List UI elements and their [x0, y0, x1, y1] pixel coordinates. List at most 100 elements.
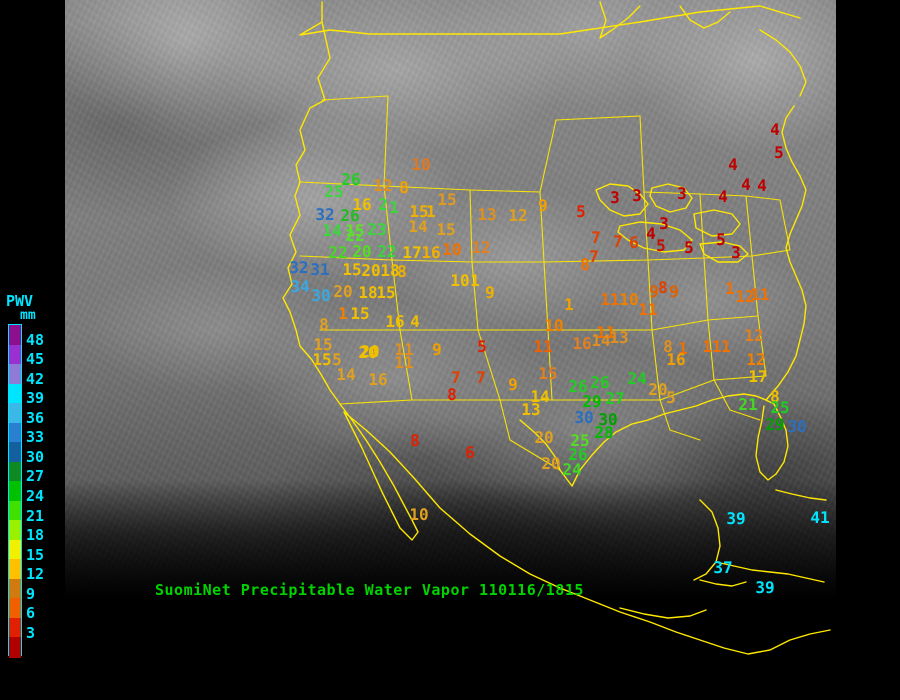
legend-color-swatch [9, 344, 21, 365]
pwv-station-value: 7 [451, 368, 461, 387]
pwv-station-value: 16 [385, 312, 405, 331]
pwv-station-value: 31 [310, 260, 330, 279]
legend-color-swatch [9, 559, 21, 580]
pwv-station-value: 5 [774, 143, 784, 162]
legend-tick-label: 24 [26, 487, 45, 506]
pwv-station-value: 8 [658, 278, 668, 297]
pwv-station-value: 7 [591, 228, 601, 247]
pwv-station-value: 8 [770, 387, 780, 406]
pwv-station-value: 11 [600, 290, 620, 309]
pwv-station-value: 5 [666, 388, 676, 407]
pwv-station-value: 6 [629, 233, 639, 252]
pwv-station-value: 13 [609, 328, 629, 347]
pwv-station-value: 9 [669, 282, 679, 301]
pwv-station-value: 21 [738, 395, 758, 414]
pwv-station-value: 24 [562, 460, 582, 479]
pwv-station-value: 17 [402, 243, 422, 262]
legend-units-label: mm [20, 308, 36, 323]
pwv-station-value: 14 [408, 217, 428, 236]
pwv-station-value: 1 [721, 337, 731, 356]
pwv-station-value: 10 [450, 271, 470, 290]
pwv-station-value: 12 [471, 238, 491, 257]
legend-color-swatch [9, 461, 21, 482]
pwv-station-value: 15 [312, 350, 332, 369]
pwv-station-value: 8 [410, 431, 420, 450]
pwv-station-value: 12 [744, 326, 764, 345]
pwv-station-value: 8 [399, 178, 409, 197]
legend-tick-label: 21 [26, 506, 45, 525]
pwv-station-value: 34 [290, 277, 310, 296]
legend-tick-label: 3 [26, 623, 36, 642]
legend-tick-label: 33 [26, 428, 45, 447]
pwv-station-value: 8 [447, 385, 457, 404]
legend-tick-label: 36 [26, 408, 45, 427]
pwv-station-value: 29 [765, 415, 785, 434]
pwv-station-value: 22 [345, 226, 365, 245]
pwv-station-value: 30 [598, 410, 618, 429]
pwv-station-value: 4 [728, 155, 738, 174]
pwv-station-value: 29 [582, 392, 602, 411]
pwv-station-value: 20 [534, 428, 554, 447]
pwv-station-value: 25 [570, 431, 590, 450]
legend-color-swatch [9, 637, 21, 658]
pwv-station-value: 12 [373, 176, 393, 195]
pwv-station-value: 26 [341, 170, 361, 189]
pwv-station-value: 41 [810, 508, 830, 527]
pwv-station-value: 3 [659, 214, 669, 233]
pwv-station-value: 15 [345, 221, 365, 240]
legend-tick-label: 15 [26, 545, 45, 564]
pwv-station-value: 10 [442, 240, 462, 259]
pwv-station-value: 25 [324, 182, 344, 201]
legend-color-swatch [9, 481, 21, 502]
pwv-station-value: 1 [426, 202, 436, 221]
pwv-station-value: 15 [409, 202, 429, 221]
pwv-station-value: 11 [702, 337, 722, 356]
pwv-station-value: 20 [333, 282, 353, 301]
legend-color-swatch [9, 598, 21, 619]
pwv-station-value: 4 [741, 175, 751, 194]
legend-title: PWV [6, 292, 34, 310]
pwv-station-value: 11 [638, 300, 658, 319]
pwv-station-value: 30 [311, 286, 331, 305]
pwv-station-value: 7 [589, 247, 599, 266]
pwv-station-value: 10 [409, 505, 429, 524]
pwv-station-value: 16 [352, 195, 372, 214]
pwv-station-value: 32 [315, 205, 335, 224]
legend-tick-label: 18 [26, 526, 45, 545]
pwv-station-value: 3 [632, 186, 642, 205]
pwv-station-value: 8 [319, 315, 329, 334]
satellite-image-panel [65, 0, 836, 600]
pwv-station-value: 5 [576, 202, 586, 221]
pwv-station-value: 1 [725, 279, 735, 298]
pwv-station-value: 4 [646, 224, 656, 243]
pwv-station-value: 26 [568, 377, 588, 396]
pwv-station-value: 5 [716, 230, 726, 249]
pwv-station-value: 15 [313, 335, 333, 354]
pwv-station-value: 10 [411, 155, 431, 174]
legend-color-swatch [9, 325, 21, 346]
pwv-station-value: 11 [394, 340, 414, 359]
pwv-station-value: 11 [533, 337, 553, 356]
pwv-station-value: 16 [666, 350, 686, 369]
pwv-station-value: 26 [568, 445, 588, 464]
pwv-station-value: 15 [436, 220, 456, 239]
pwv-station-value: 17 [748, 367, 768, 386]
pwv-station-value: 9 [432, 340, 442, 359]
pwv-station-value: 1 [564, 295, 574, 314]
pwv-station-value: 11 [750, 285, 770, 304]
pwv-station-value: 10 [544, 316, 564, 335]
pwv-station-value: 15 [437, 190, 457, 209]
pwv-station-value: 4 [718, 187, 728, 206]
pwv-station-value: 16 [368, 370, 388, 389]
pwv-station-value: 12 [746, 350, 766, 369]
pwv-station-value: 3 [731, 243, 741, 262]
pwv-station-value: 28 [594, 423, 614, 442]
legend-color-swatch [9, 539, 21, 560]
pwv-station-value: 14 [336, 365, 356, 384]
pwv-station-value: 11 [596, 323, 616, 342]
pwv-station-value: 4 [410, 312, 420, 331]
pwv-station-value: 3 [610, 188, 620, 207]
pwv-station-value: 12 [735, 287, 755, 306]
pwv-station-value: 32 [289, 258, 309, 277]
